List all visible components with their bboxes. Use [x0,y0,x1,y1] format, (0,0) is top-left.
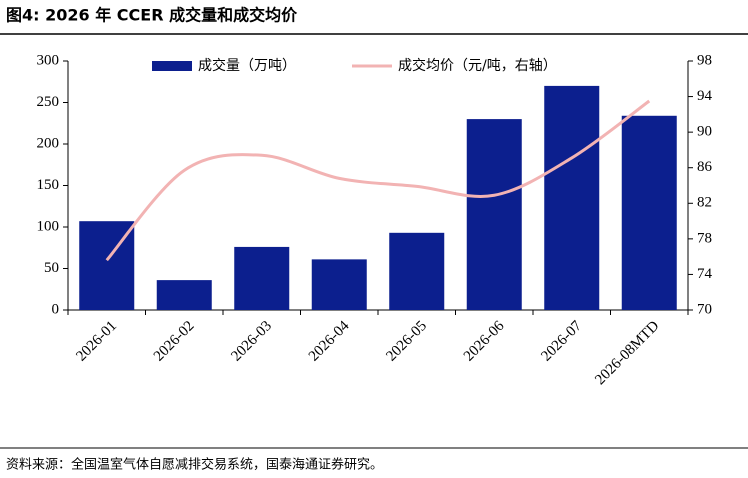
y-tick-label: 150 [37,177,60,193]
x-tick-label: 2026-01 [73,318,120,365]
x-tick-label: 2026-06 [461,318,508,365]
chart-title: 图4: 2026 年 CCER 成交量和成交均价 [6,6,298,25]
y-tick-label: 300 [37,52,60,68]
x-tick-label: 2026-05 [383,318,430,365]
bar [389,232,445,310]
y-tick-label: 100 [37,218,60,234]
bar [234,246,290,310]
y2-tick-label: 74 [697,266,713,282]
legend-label: 成交量（万吨） [198,57,296,74]
y2-tick-label: 78 [697,230,712,246]
y2-tick-label: 94 [697,88,713,104]
x-tick-label: 2026-04 [306,318,353,365]
source-note: 资料来源：全国温室气体自愿减排交易系统，国泰海通证券研究。 [6,457,383,473]
y2-tick-label: 70 [697,301,712,317]
bar [621,115,677,310]
y-tick-label: 0 [52,301,60,317]
bar [311,259,367,310]
bar [544,85,600,311]
y2-tick-label: 98 [697,52,712,68]
x-tick-label: 2026-08MTD [592,318,662,388]
bar [466,119,522,310]
bar [156,280,212,310]
y-tick-label: 200 [37,135,60,151]
y-tick-label: 250 [37,94,60,110]
x-tick-label: 2026-02 [151,318,198,365]
y2-tick-label: 90 [697,124,712,140]
y-tick-label: 50 [44,260,59,276]
y2-tick-label: 86 [697,159,713,175]
legend-swatch [152,61,192,71]
y2-tick-label: 82 [697,195,712,211]
x-tick-label: 2026-07 [538,318,585,365]
line [105,99,651,262]
legend-label: 成交均价（元/吨，右轴） [398,57,557,74]
x-tick-label: 2026-03 [228,318,275,365]
